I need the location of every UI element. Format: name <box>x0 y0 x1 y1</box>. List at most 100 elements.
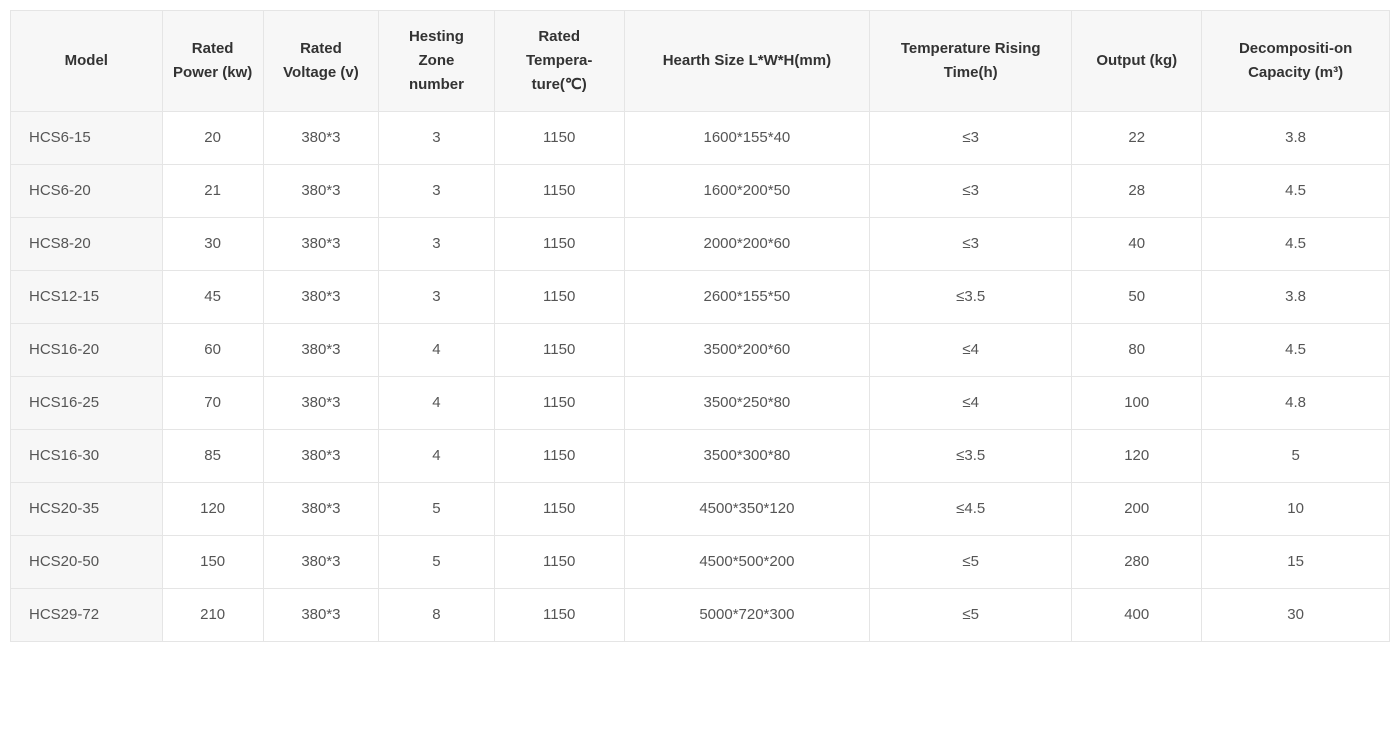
table-cell: 50 <box>1072 271 1202 324</box>
table-row: HCS20-50150380*3511504500*500*200≤528015 <box>11 536 1390 589</box>
row-model-label: HCS20-50 <box>11 536 163 589</box>
table-cell: 4 <box>379 430 495 483</box>
table-cell: ≤3.5 <box>870 430 1072 483</box>
table-cell: ≤4.5 <box>870 483 1072 536</box>
table-cell: 280 <box>1072 536 1202 589</box>
table-cell: 1150 <box>494 271 624 324</box>
col-output: Output (kg) <box>1072 11 1202 112</box>
col-voltage: Rated Voltage (v) <box>263 11 379 112</box>
table-cell: 210 <box>162 589 263 642</box>
table-cell: 5 <box>1202 430 1390 483</box>
table-cell: 30 <box>162 218 263 271</box>
table-cell: 150 <box>162 536 263 589</box>
table-cell: 21 <box>162 165 263 218</box>
row-model-label: HCS8-20 <box>11 218 163 271</box>
table-cell: 200 <box>1072 483 1202 536</box>
table-cell: 1150 <box>494 589 624 642</box>
table-cell: 1150 <box>494 430 624 483</box>
table-header: Model Rated Power (kw) Rated Voltage (v)… <box>11 11 1390 112</box>
table-cell: 80 <box>1072 324 1202 377</box>
table-cell: ≤5 <box>870 536 1072 589</box>
table-cell: 1150 <box>494 536 624 589</box>
table-cell: 2000*200*60 <box>624 218 869 271</box>
table-cell: 22 <box>1072 112 1202 165</box>
table-cell: 1150 <box>494 112 624 165</box>
header-row: Model Rated Power (kw) Rated Voltage (v)… <box>11 11 1390 112</box>
table-cell: 3 <box>379 165 495 218</box>
table-cell: 3500*250*80 <box>624 377 869 430</box>
table-cell: 4.5 <box>1202 165 1390 218</box>
table-cell: 40 <box>1072 218 1202 271</box>
table-cell: 380*3 <box>263 430 379 483</box>
col-model: Model <box>11 11 163 112</box>
table-cell: 5000*720*300 <box>624 589 869 642</box>
col-hearth: Hearth Size L*W*H(mm) <box>624 11 869 112</box>
row-model-label: HCS6-15 <box>11 112 163 165</box>
table-cell: 120 <box>162 483 263 536</box>
table-cell: 15 <box>1202 536 1390 589</box>
table-cell: 3.8 <box>1202 271 1390 324</box>
table-cell: 380*3 <box>263 271 379 324</box>
table-cell: 30 <box>1202 589 1390 642</box>
table-cell: 100 <box>1072 377 1202 430</box>
row-model-label: HCS16-25 <box>11 377 163 430</box>
table-cell: 120 <box>1072 430 1202 483</box>
row-model-label: HCS16-30 <box>11 430 163 483</box>
table-cell: 1150 <box>494 483 624 536</box>
table-cell: 4 <box>379 324 495 377</box>
table-cell: 380*3 <box>263 377 379 430</box>
col-zone: Hesting Zone number <box>379 11 495 112</box>
table-cell: 400 <box>1072 589 1202 642</box>
col-rise-time: Temperature Rising Time(h) <box>870 11 1072 112</box>
table-cell: 380*3 <box>263 589 379 642</box>
table-cell: 4500*350*120 <box>624 483 869 536</box>
table-cell: 3500*200*60 <box>624 324 869 377</box>
table-cell: 380*3 <box>263 218 379 271</box>
table-cell: ≤3 <box>870 218 1072 271</box>
col-temp: Rated Tempera-ture(℃) <box>494 11 624 112</box>
table-cell: 4.8 <box>1202 377 1390 430</box>
table-row: HCS16-2570380*3411503500*250*80≤41004.8 <box>11 377 1390 430</box>
table-cell: 3 <box>379 271 495 324</box>
table-row: HCS29-72210380*3811505000*720*300≤540030 <box>11 589 1390 642</box>
table-cell: 380*3 <box>263 165 379 218</box>
spec-table: Model Rated Power (kw) Rated Voltage (v)… <box>10 10 1390 642</box>
table-cell: 1150 <box>494 324 624 377</box>
table-row: HCS16-3085380*3411503500*300*80≤3.51205 <box>11 430 1390 483</box>
table-cell: 20 <box>162 112 263 165</box>
table-cell: 380*3 <box>263 112 379 165</box>
table-row: HCS8-2030380*3311502000*200*60≤3404.5 <box>11 218 1390 271</box>
table-cell: ≤4 <box>870 377 1072 430</box>
table-row: HCS20-35120380*3511504500*350*120≤4.5200… <box>11 483 1390 536</box>
table-cell: 3 <box>379 112 495 165</box>
table-cell: 45 <box>162 271 263 324</box>
table-cell: 4 <box>379 377 495 430</box>
table-body: HCS6-1520380*3311501600*155*40≤3223.8HCS… <box>11 112 1390 642</box>
table-cell: 5 <box>379 536 495 589</box>
table-cell: ≤3 <box>870 112 1072 165</box>
table-cell: ≤5 <box>870 589 1072 642</box>
table-cell: 1150 <box>494 218 624 271</box>
row-model-label: HCS12-15 <box>11 271 163 324</box>
table-cell: 4.5 <box>1202 324 1390 377</box>
table-cell: 4500*500*200 <box>624 536 869 589</box>
table-cell: ≤3.5 <box>870 271 1072 324</box>
table-cell: 5 <box>379 483 495 536</box>
table-cell: 2600*155*50 <box>624 271 869 324</box>
table-cell: 85 <box>162 430 263 483</box>
table-cell: 70 <box>162 377 263 430</box>
table-cell: 1600*200*50 <box>624 165 869 218</box>
table-row: HCS6-2021380*3311501600*200*50≤3284.5 <box>11 165 1390 218</box>
row-model-label: HCS20-35 <box>11 483 163 536</box>
table-cell: 3500*300*80 <box>624 430 869 483</box>
table-cell: 28 <box>1072 165 1202 218</box>
table-cell: 10 <box>1202 483 1390 536</box>
table-cell: 1600*155*40 <box>624 112 869 165</box>
table-cell: ≤4 <box>870 324 1072 377</box>
col-capacity: Decompositi-on Capacity (m³) <box>1202 11 1390 112</box>
table-cell: 380*3 <box>263 536 379 589</box>
table-row: HCS16-2060380*3411503500*200*60≤4804.5 <box>11 324 1390 377</box>
table-cell: 380*3 <box>263 483 379 536</box>
table-cell: 8 <box>379 589 495 642</box>
col-power: Rated Power (kw) <box>162 11 263 112</box>
